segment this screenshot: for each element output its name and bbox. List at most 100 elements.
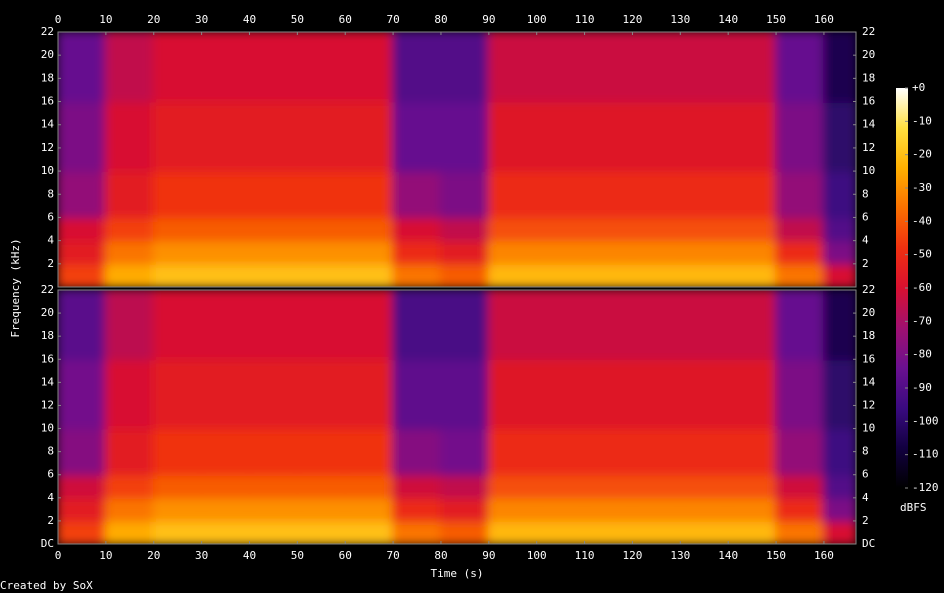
heatmap-cell bbox=[727, 496, 778, 522]
x-tick-label: 90 bbox=[482, 13, 495, 26]
heatmap-cell bbox=[152, 358, 203, 430]
heatmap-cell bbox=[104, 519, 155, 544]
heatmap-cell bbox=[775, 290, 825, 361]
heatmap-cell bbox=[104, 496, 155, 522]
y-tick-label: 4 bbox=[862, 234, 869, 247]
heatmap-cell bbox=[58, 216, 107, 242]
heatmap-cell bbox=[344, 170, 395, 219]
x-tick-label: 0 bbox=[55, 549, 62, 562]
heatmap-cell bbox=[248, 100, 299, 173]
heatmap-cell bbox=[775, 32, 825, 103]
heatmap-cell bbox=[248, 216, 299, 242]
x-tick-label: 90 bbox=[482, 549, 495, 562]
heatmap-cell bbox=[631, 290, 682, 361]
heatmap-cell bbox=[535, 262, 586, 287]
heatmap-cell bbox=[296, 262, 347, 287]
y-tick-label: 12 bbox=[862, 141, 875, 154]
x-tick-label: 160 bbox=[814, 13, 834, 26]
y-tick-label: 22 bbox=[41, 283, 54, 296]
y-tick-label: 10 bbox=[862, 164, 875, 177]
heatmap-cell bbox=[679, 262, 730, 287]
colorbar-title: dBFS bbox=[900, 501, 927, 514]
heatmap-cell bbox=[487, 100, 538, 173]
heatmap-cell bbox=[487, 427, 538, 476]
heatmap-cell bbox=[344, 32, 395, 103]
heatmap-cell bbox=[535, 427, 586, 476]
y-tick-label: 10 bbox=[862, 422, 875, 435]
y-tick-label: 8 bbox=[47, 187, 54, 200]
x-tick-label: 0 bbox=[55, 13, 62, 26]
heatmap-cell bbox=[344, 358, 395, 430]
heatmap-cell bbox=[679, 216, 730, 242]
heatmap-cell bbox=[583, 519, 634, 544]
heatmap-cell bbox=[487, 358, 538, 430]
y-tick-label: 16 bbox=[41, 352, 54, 365]
heatmap-cell bbox=[775, 239, 825, 265]
heatmap-cell bbox=[439, 239, 490, 265]
heatmap-cell bbox=[104, 290, 155, 361]
y-tick-label: 14 bbox=[862, 118, 876, 131]
heatmap-cell bbox=[775, 473, 825, 499]
x-tick-label: 130 bbox=[670, 13, 690, 26]
y-tick-label: 10 bbox=[41, 422, 54, 435]
heatmap-cell bbox=[439, 216, 490, 242]
heatmap-cell bbox=[631, 473, 682, 499]
heatmap-cell bbox=[775, 427, 825, 476]
heatmap-cell bbox=[679, 473, 730, 499]
heatmap-cell bbox=[583, 32, 634, 103]
heatmap-cell bbox=[822, 473, 856, 499]
heatmap-cell bbox=[727, 100, 778, 173]
heatmap-cell bbox=[679, 239, 730, 265]
heatmap-cell bbox=[200, 239, 251, 265]
heatmap-cell bbox=[296, 473, 347, 499]
heatmap-cell bbox=[152, 32, 203, 103]
heatmap-cell bbox=[200, 519, 251, 544]
heatmap bbox=[58, 32, 856, 287]
heatmap-cell bbox=[822, 519, 856, 544]
heatmap-cell bbox=[152, 170, 203, 219]
heatmap-cell bbox=[152, 262, 203, 287]
heatmap-cell bbox=[104, 32, 155, 103]
heatmap-cell bbox=[200, 473, 251, 499]
x-tick-label: 70 bbox=[386, 549, 399, 562]
heatmap-cell bbox=[727, 290, 778, 361]
heatmap-cell bbox=[248, 239, 299, 265]
heatmap-cell bbox=[392, 216, 442, 242]
heatmap-cell bbox=[58, 427, 107, 476]
heatmap-cell bbox=[487, 496, 538, 522]
heatmap-cell bbox=[631, 427, 682, 476]
x-tick-label: 150 bbox=[766, 549, 786, 562]
heatmap-cell bbox=[727, 519, 778, 544]
x-axis-title: Time (s) bbox=[431, 567, 484, 580]
x-tick-label: 120 bbox=[623, 13, 643, 26]
heatmap-cell bbox=[775, 519, 825, 544]
colorbar-tick-label: -110 bbox=[912, 448, 939, 461]
heatmap-cell bbox=[631, 358, 682, 430]
heatmap-cell bbox=[631, 32, 682, 103]
x-tick-label: 150 bbox=[766, 13, 786, 26]
heatmap-cell bbox=[727, 216, 778, 242]
y-tick-label: 4 bbox=[47, 491, 54, 504]
heatmap-cell bbox=[344, 290, 395, 361]
heatmap-cell bbox=[200, 290, 251, 361]
heatmap-cell bbox=[58, 100, 107, 173]
heatmap-cell bbox=[775, 496, 825, 522]
heatmap-cell bbox=[583, 170, 634, 219]
heatmap-cell bbox=[631, 496, 682, 522]
heatmap-cell bbox=[152, 473, 203, 499]
y-tick-label: 14 bbox=[41, 118, 55, 131]
heatmap-cell bbox=[104, 427, 155, 476]
heatmap-cell bbox=[104, 239, 155, 265]
heatmap-cell bbox=[583, 358, 634, 430]
colorbar-tick-label: -120 bbox=[912, 481, 939, 494]
y-tick-label: 2 bbox=[862, 257, 869, 270]
heatmap-cell bbox=[152, 496, 203, 522]
y-tick-label: 22 bbox=[41, 25, 54, 38]
x-tick-label: 80 bbox=[434, 549, 447, 562]
heatmap-cell bbox=[248, 358, 299, 430]
heatmap-cell bbox=[152, 519, 203, 544]
heatmap-cell bbox=[822, 290, 856, 361]
heatmap-cell bbox=[487, 32, 538, 103]
heatmap-cell bbox=[487, 170, 538, 219]
heatmap-cell bbox=[439, 519, 490, 544]
